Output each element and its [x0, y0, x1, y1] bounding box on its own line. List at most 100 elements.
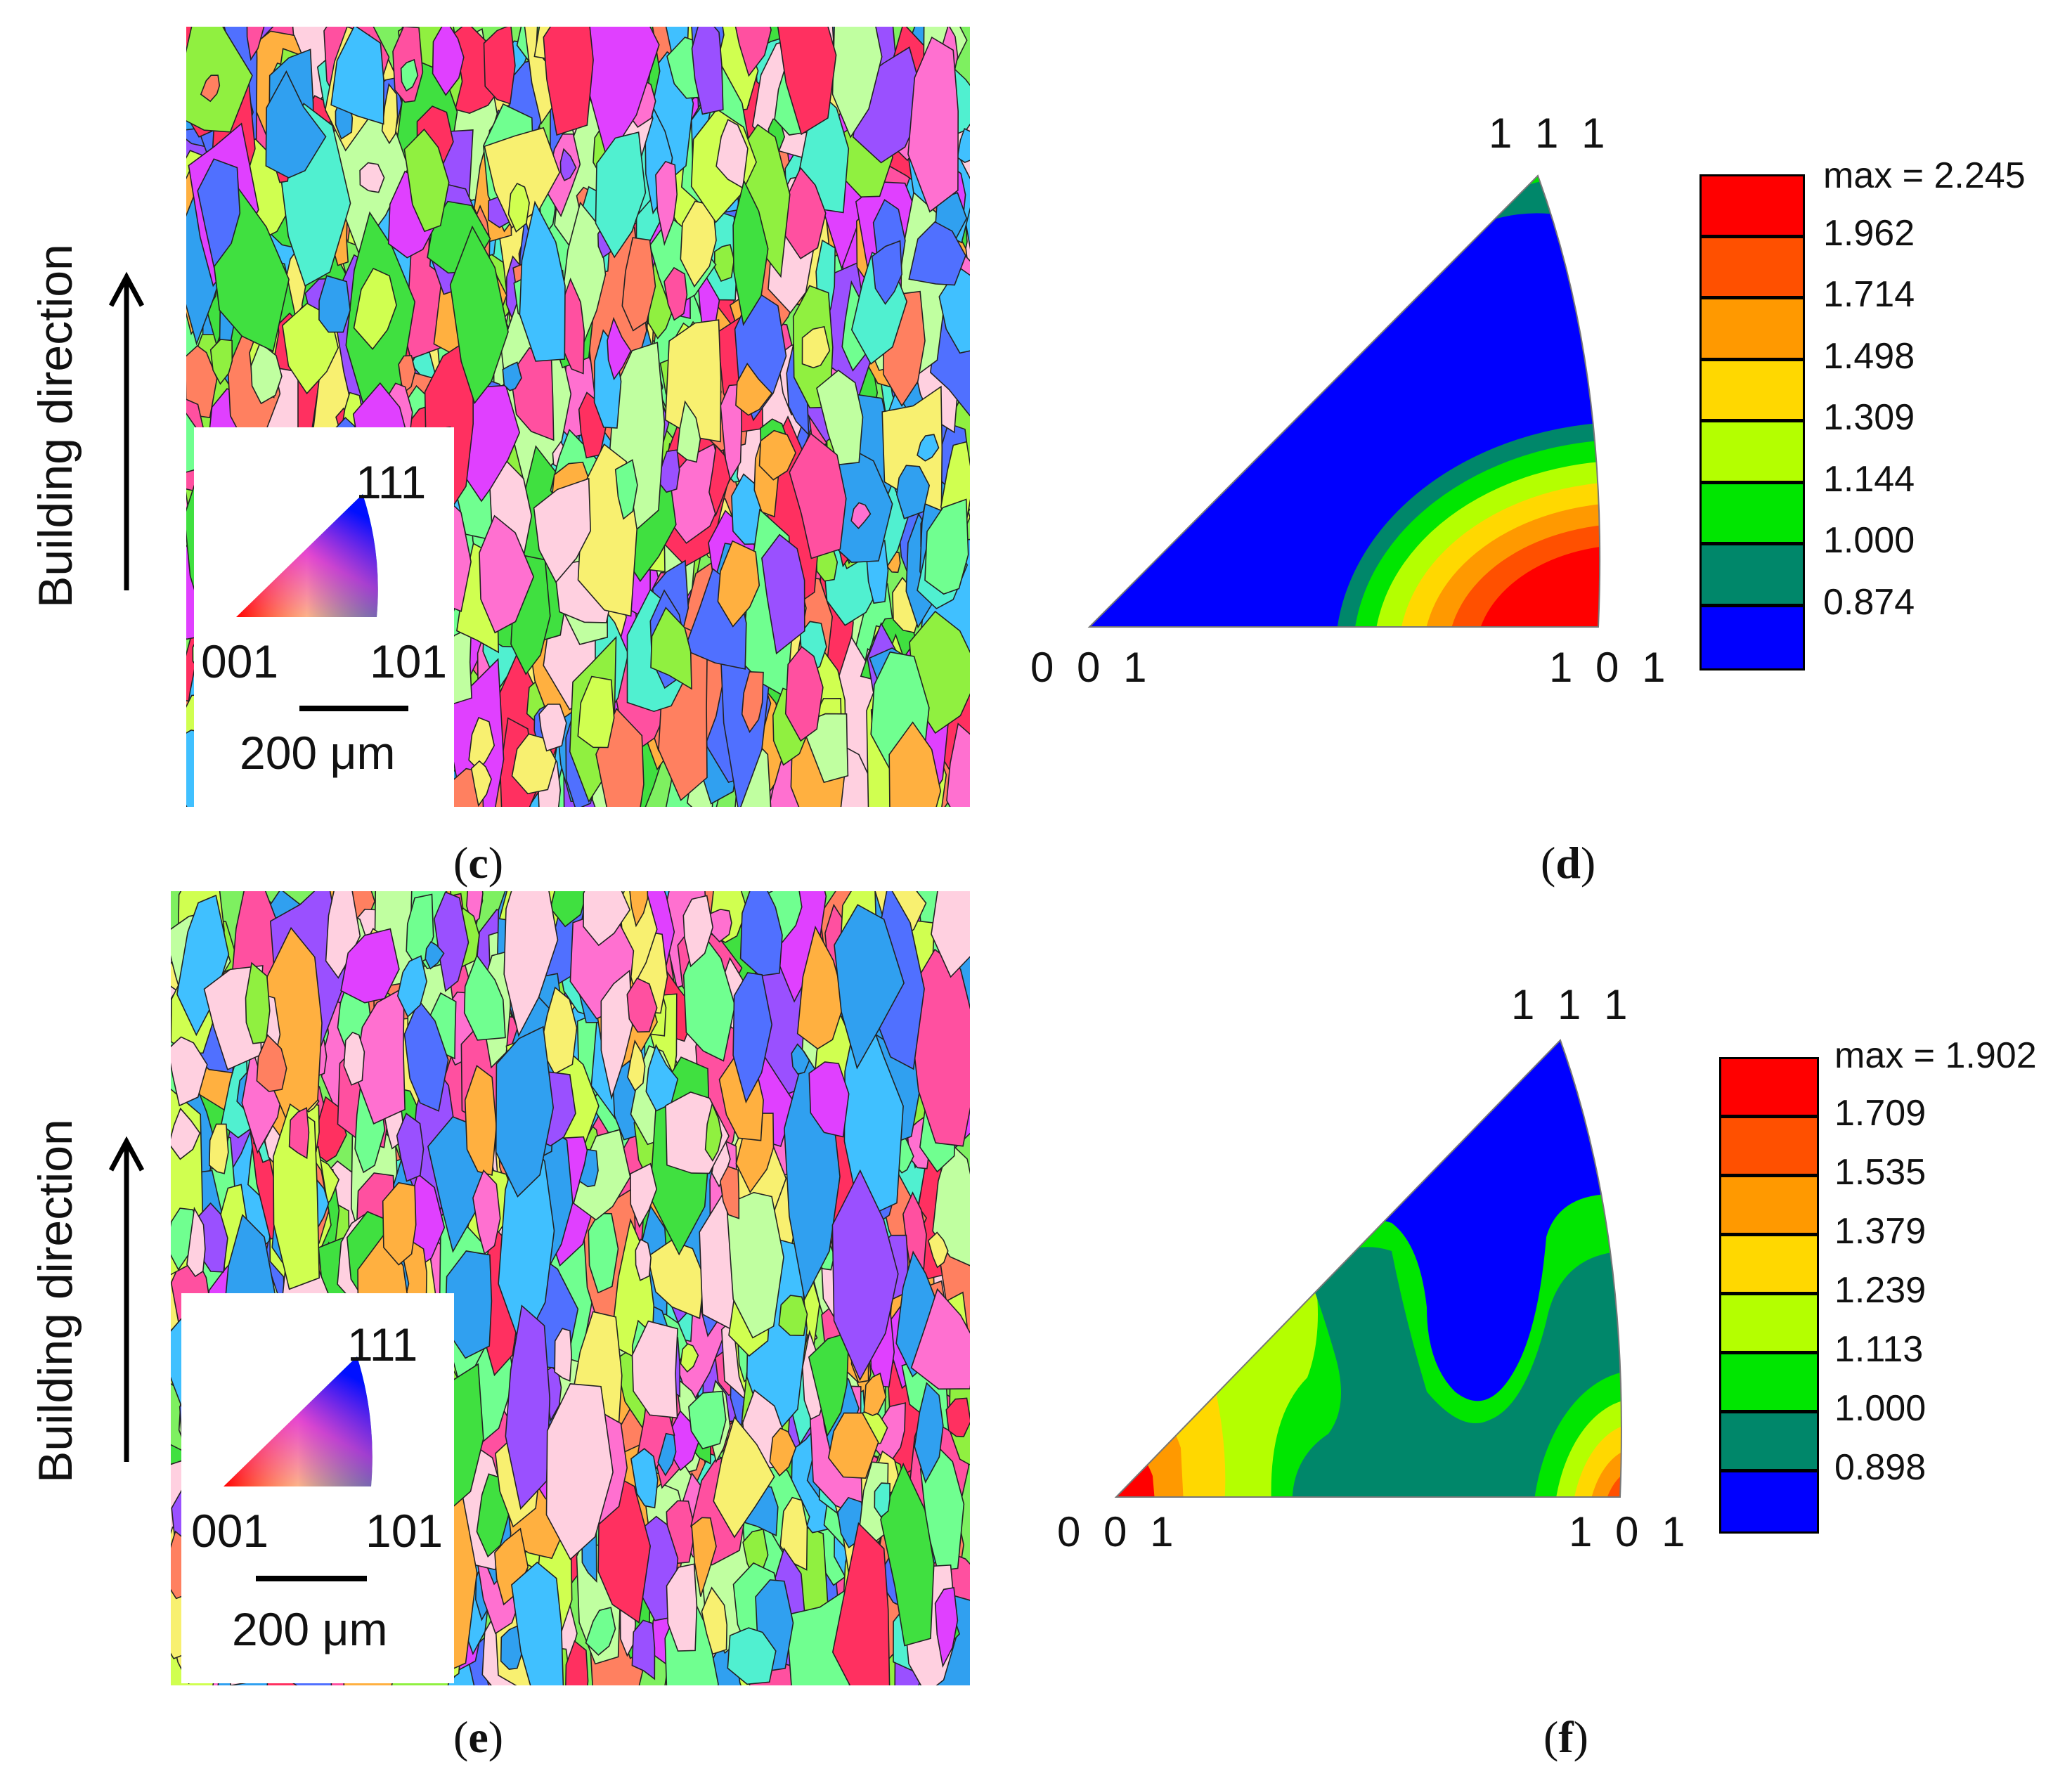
ebsd-grain: [732, 179, 769, 326]
ebsd-grain: [769, 1427, 797, 1477]
ebsd-grain: [664, 319, 722, 443]
ebsd-grain: [727, 1627, 777, 1685]
panel-label-f: (f): [1543, 1712, 1588, 1762]
ebsd-grain: [859, 1461, 889, 1545]
key-101-c: 101: [370, 635, 448, 687]
ebsd-grain: [554, 1328, 573, 1382]
colorbar-f-max: max = 1.902: [1834, 1035, 2037, 1076]
ebsd-grain: [630, 1448, 659, 1509]
ebsd-grain: [934, 1586, 959, 1668]
ipf-f-001: 0 0 1: [1057, 1508, 1179, 1555]
ebsd-grain: [631, 1320, 678, 1419]
ebsd-grain: [850, 502, 872, 529]
ebsd-grain: [682, 930, 736, 1062]
scale-label-e: 200 μm: [232, 1603, 388, 1655]
ebsd-grain: [691, 1517, 717, 1597]
ebsd-grain: [758, 429, 796, 481]
ebsd-grain: [816, 369, 864, 466]
ebsd-grain: [503, 891, 559, 1037]
ebsd-grain: [396, 1113, 425, 1182]
ebsd-grain: [716, 119, 749, 189]
ebsd-grain: [533, 477, 592, 583]
ebsd-grain: [595, 131, 647, 259]
ebsd-grain: [186, 344, 218, 419]
ebsd-grain: [359, 162, 385, 193]
key-001-c: 001: [201, 635, 279, 687]
ebsd-grain: [495, 1025, 555, 1198]
ebsd-grain: [629, 891, 649, 928]
ebsd-grain: [914, 1382, 944, 1484]
ebsd-grain: [400, 58, 419, 92]
colorbar-swatch: [1721, 1236, 1817, 1295]
ebsd-grain: [288, 1107, 310, 1160]
ebsd-grain: [932, 1141, 970, 1266]
ebsd-grain: [559, 148, 577, 181]
ebsd-grain: [600, 969, 633, 1101]
ebsd-grain: [511, 733, 557, 795]
ebsd-grain: [831, 1169, 899, 1382]
ebsd-grain: [468, 716, 496, 772]
ipf-d-101: 1 0 1: [1549, 644, 1671, 691]
ebsd-grain: [246, 27, 265, 61]
colorbar-level-label: 0.898: [1834, 1447, 1927, 1488]
ebsd-grain: [573, 1129, 631, 1221]
ebsd-grain: [927, 1231, 949, 1269]
ebsd-grain: [676, 400, 701, 463]
ebsd-grain: [713, 244, 735, 282]
key-001-e: 001: [191, 1505, 269, 1557]
ebsd-grain: [588, 1212, 619, 1294]
ebsd-grain: [895, 465, 931, 519]
colorbar-swatch: [1702, 299, 1803, 361]
scale-bar-e: [256, 1576, 367, 1581]
ebsd-grain: [650, 607, 692, 690]
ipf-f-region: [1292, 1247, 1621, 1497]
ebsd-grain: [507, 182, 530, 233]
colorbar-f: [1719, 1057, 1819, 1534]
ipf-d-contours: [1089, 176, 1600, 627]
ipf-f-outline: [1114, 1039, 1622, 1498]
ebsd-grain: [834, 904, 905, 1070]
ipf-f-region: [1116, 1434, 1156, 1497]
ebsd-grain: [343, 1031, 365, 1086]
colorbar-swatch: [1721, 1413, 1817, 1472]
colorbar-level-label: 1.000: [1823, 520, 1915, 561]
ebsd-grain: [931, 891, 970, 978]
ebsd-grain: [801, 325, 831, 369]
colorbar-swatch: [1702, 176, 1803, 238]
colorbar-level-label: 1.309: [1823, 397, 1915, 438]
ebsd-grain: [171, 1036, 208, 1107]
ebsd-grain: [663, 266, 688, 321]
ebsd-grain: [688, 1390, 727, 1450]
ebsd-grain: [732, 972, 773, 1104]
ebsd-grain: [607, 316, 632, 381]
colorbar-swatch: [1702, 361, 1803, 422]
ebsd-grain: [565, 1640, 589, 1685]
ebsd-grain: [621, 237, 656, 332]
ebsd-grain: [245, 961, 271, 1044]
ebsd-grain: [505, 1304, 551, 1510]
ebsd-grain: [785, 1588, 852, 1685]
ebsd-grain: [808, 1061, 850, 1138]
colorbar-swatch: [1721, 1472, 1817, 1531]
colorbar-level-label: 1.000: [1834, 1388, 1927, 1429]
ebsd-grain: [789, 432, 847, 559]
ebsd-grain: [924, 498, 969, 595]
ebsd-grain: [919, 1446, 965, 1572]
colorbar-d: [1699, 174, 1805, 670]
ebsd-grain: [449, 225, 509, 405]
ebsd-grain: [545, 1383, 614, 1560]
key-101-e: 101: [365, 1505, 443, 1557]
ebsd-grain: [701, 1586, 728, 1655]
ebsd-grain: [871, 240, 903, 305]
ebsd-grain: [888, 721, 942, 807]
ebsd-grain: [957, 127, 970, 163]
ipf-d-outline: [1087, 174, 1601, 628]
ebsd-grain: [472, 1169, 501, 1255]
ebsd-grain: [734, 27, 772, 77]
colorbar-swatch: [1721, 1354, 1817, 1413]
ebsd-grain: [463, 954, 506, 1041]
colorbar-level-label: 1.709: [1834, 1093, 1927, 1134]
colorbar-swatch: [1702, 607, 1803, 668]
ebsd-grain: [396, 955, 427, 1018]
ebsd-grain: [330, 27, 384, 125]
